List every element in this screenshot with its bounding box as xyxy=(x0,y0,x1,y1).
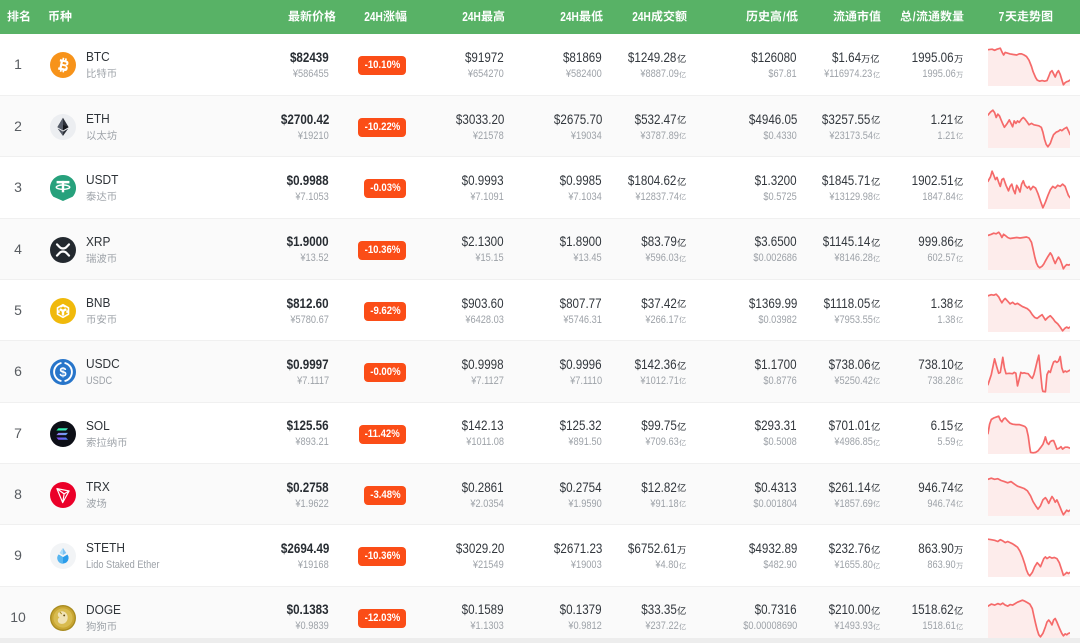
svg-text:$: $ xyxy=(59,365,67,380)
